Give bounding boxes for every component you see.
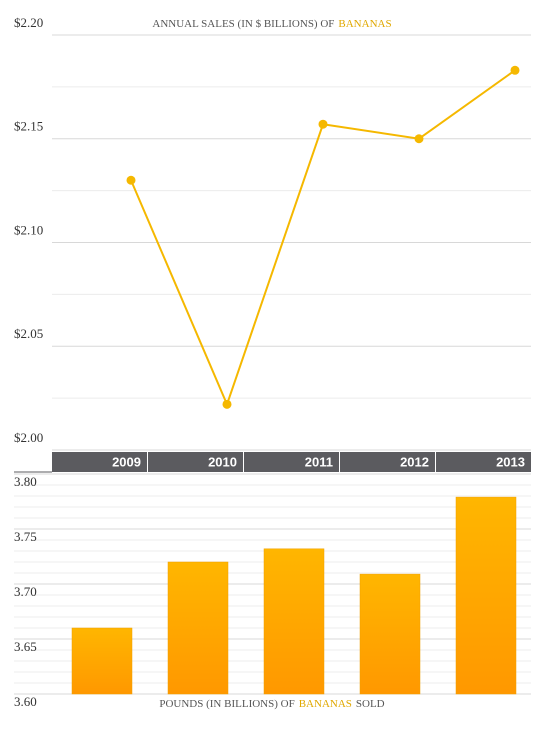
title-part: ANNUAL SALES (IN $ BILLIONS) OF xyxy=(152,18,334,30)
title-part: POUNDS (IN BILLIONS) OF xyxy=(159,698,294,710)
x-tick-label: 2010 xyxy=(208,454,237,469)
y-tick-label: 3.60 xyxy=(14,694,37,709)
y-tick-label: $2.00 xyxy=(14,430,43,445)
bar xyxy=(359,573,421,695)
x-tick-label: 2011 xyxy=(305,454,333,469)
y-tick-label: 3.65 xyxy=(14,639,37,654)
point xyxy=(222,399,232,409)
bar xyxy=(455,496,517,695)
chart-title: ANNUAL SALES (IN $ BILLIONS) OF BANANAS xyxy=(152,18,391,30)
chart-title: POUNDS (IN BILLIONS) OF BANANAS SOLD xyxy=(159,698,384,710)
y-tick-label: 3.80 xyxy=(14,474,37,489)
x-tick-label: 2013 xyxy=(496,454,525,469)
bar xyxy=(167,561,229,695)
year-cell xyxy=(244,452,339,472)
y-tick-label: $2.15 xyxy=(14,119,43,134)
point xyxy=(318,119,328,129)
x-tick-label: 2012 xyxy=(400,454,429,469)
y-tick-label: $2.20 xyxy=(14,15,43,30)
title-part: SOLD xyxy=(356,698,385,710)
title-part: BANANAS xyxy=(299,698,352,710)
year-cell xyxy=(340,452,435,472)
y-tick-label: $2.05 xyxy=(14,326,43,341)
point xyxy=(126,175,136,185)
point xyxy=(510,65,520,75)
year-cell xyxy=(148,452,243,472)
y-tick-label: 3.75 xyxy=(14,529,37,544)
year-cell xyxy=(436,452,531,472)
y-tick-label: 3.70 xyxy=(14,584,37,599)
y-tick-label: $2.10 xyxy=(14,222,43,237)
year-cell xyxy=(52,452,147,472)
x-tick-label: 2009 xyxy=(112,454,141,469)
bar xyxy=(263,548,325,695)
title-part: BANANAS xyxy=(338,18,391,30)
point xyxy=(414,134,424,144)
year-band xyxy=(14,452,52,472)
bar xyxy=(71,627,133,695)
